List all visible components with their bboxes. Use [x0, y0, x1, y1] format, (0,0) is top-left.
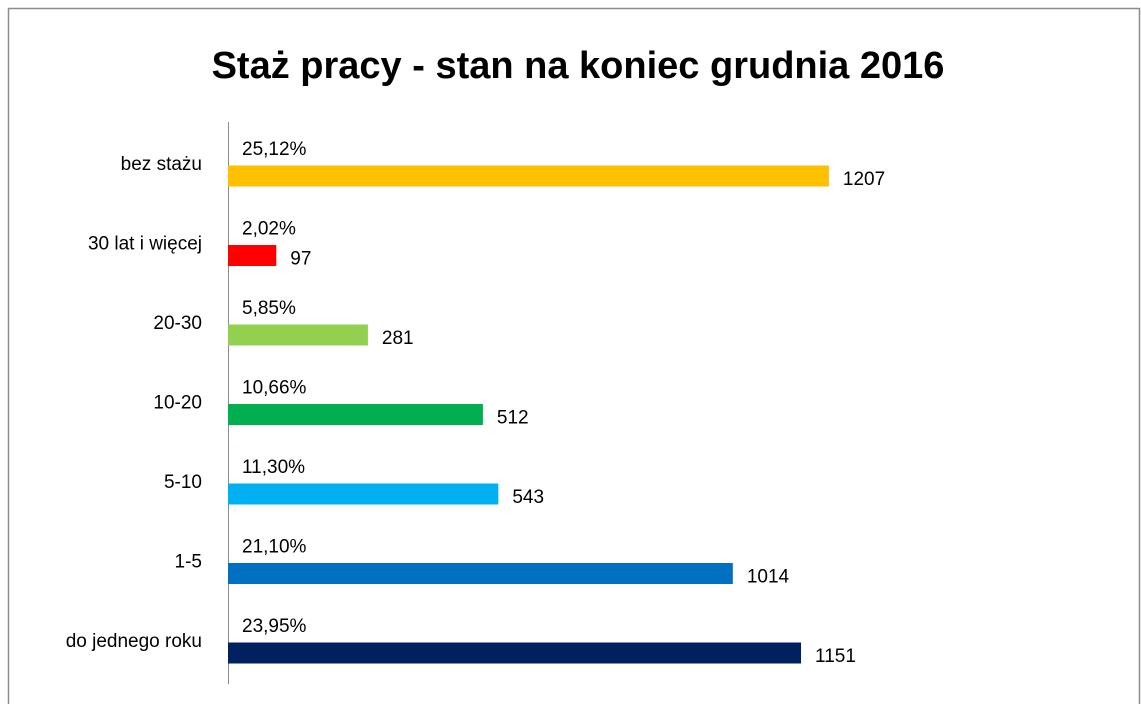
- percent-label: 10,66%: [242, 378, 307, 399]
- bar: [228, 563, 733, 584]
- percent-bar: [228, 144, 241, 145]
- bar: [228, 324, 368, 346]
- y-tick-label: 5-10: [164, 472, 202, 493]
- percent-label: 5,85%: [242, 298, 296, 319]
- chart-title: Staż pracy - stan na koniec grudnia 2016: [212, 45, 945, 87]
- percent-bar: [228, 382, 233, 383]
- percent-label: 23,95%: [242, 616, 307, 637]
- y-tick-label: 1-5: [175, 552, 202, 573]
- value-label: 543: [512, 487, 544, 508]
- y-tick-label: 10-20: [153, 393, 202, 414]
- bar: [228, 404, 483, 425]
- bar: [228, 483, 499, 505]
- value-label: 1151: [815, 646, 856, 667]
- percent-bar: [228, 462, 234, 463]
- percent-label: 25,12%: [242, 139, 307, 160]
- value-label: 1207: [843, 169, 885, 190]
- y-tick-label: 30 lat i więcej: [88, 234, 202, 255]
- percent-bar: [228, 541, 239, 542]
- value-label: 1014: [747, 567, 790, 588]
- percent-label: 2,02%: [242, 219, 296, 240]
- chart-frame: [7, 7, 1141, 704]
- percent-bar: [228, 621, 240, 622]
- bar: [228, 642, 802, 664]
- percent-label: 11,30%: [242, 457, 305, 478]
- y-tick-label: bez stażu: [121, 154, 202, 175]
- bar: [228, 165, 829, 187]
- y-tick-label: do jednego roku: [66, 631, 202, 652]
- percent-label: 21,10%: [242, 537, 307, 558]
- value-label: 512: [497, 408, 529, 429]
- value-label: 97: [290, 249, 311, 270]
- value-label: 281: [382, 328, 414, 349]
- y-tick-label: 20-30: [153, 313, 202, 334]
- percent-bar: [228, 223, 229, 224]
- percent-bar: [228, 303, 231, 304]
- bar: [228, 245, 277, 266]
